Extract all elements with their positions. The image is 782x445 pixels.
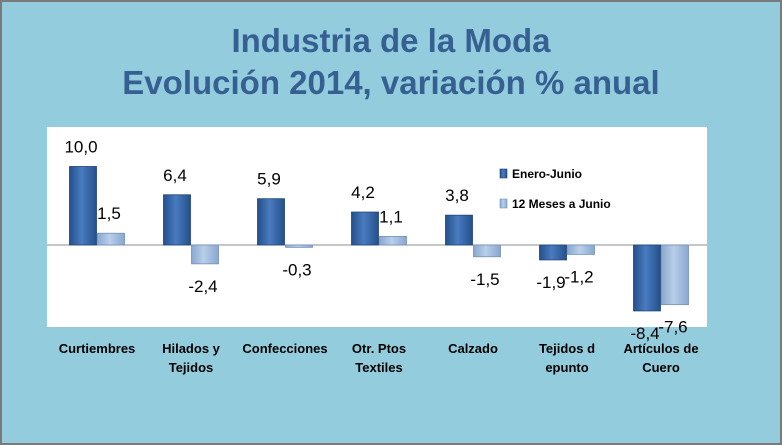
data-label-enero-junio: 5,9 xyxy=(257,170,281,189)
category-label: Calzado xyxy=(423,339,523,358)
legend-label: 12 Meses a Junio xyxy=(512,197,611,211)
category-label-line: epunto xyxy=(545,360,589,375)
bar-enero-junio xyxy=(351,211,379,246)
category-label: Otr. Ptos Textiles xyxy=(329,339,429,377)
category-label: Confecciones xyxy=(235,339,335,358)
bar-12-meses xyxy=(473,244,501,258)
bar-12-meses xyxy=(379,235,407,246)
bar-12-meses xyxy=(661,244,689,306)
category-label-line: Curtiembres xyxy=(58,341,136,356)
data-label-12-meses: 1,5 xyxy=(97,204,121,223)
category-label-line: Tejidos d xyxy=(538,341,596,356)
legend-swatch xyxy=(499,198,508,209)
category-label: Artículos de Cuero xyxy=(611,339,711,377)
category-label: Hilados y Tejidos xyxy=(141,339,241,377)
data-label-enero-junio: 10,0 xyxy=(64,138,97,157)
legend-swatch xyxy=(499,168,508,179)
data-label-enero-junio: -8,4 xyxy=(630,324,659,343)
data-label-enero-junio: -1,9 xyxy=(536,273,565,292)
bar-12-meses xyxy=(97,232,125,246)
data-label-12-meses: -0,3 xyxy=(282,260,311,279)
category-label-line: Textiles xyxy=(355,360,403,375)
data-label-12-meses: -1,5 xyxy=(470,270,499,289)
category-label: Curtiembres xyxy=(47,339,147,358)
category-label-line: Otr. Ptos xyxy=(351,341,407,356)
data-label-12-meses: -2,4 xyxy=(188,277,217,296)
data-label-enero-junio: 3,8 xyxy=(445,186,469,205)
chart-title-line-1: Industria de la Moda xyxy=(231,22,551,59)
category-label-line: Artículos de xyxy=(623,341,699,356)
category-label-line: Cuero xyxy=(642,360,680,375)
chart-title-line-2: Evolución 2014, variación % anual xyxy=(122,64,660,101)
legend-label: Enero-Junio xyxy=(512,167,582,181)
bar-enero-junio xyxy=(633,244,661,312)
category-label-line: Tejidos xyxy=(168,360,214,375)
bar-enero-junio xyxy=(69,166,97,246)
data-label-12-meses: -1,2 xyxy=(564,267,593,286)
category-label-line: Calzado xyxy=(448,341,498,356)
category-label: Tejidos d epunto xyxy=(517,339,617,377)
category-label-line: Confecciones xyxy=(242,341,328,356)
bar-enero-junio xyxy=(445,214,473,246)
data-label-12-meses: -7,6 xyxy=(658,318,687,337)
bar-12-meses xyxy=(191,244,219,265)
bar-enero-junio xyxy=(539,244,567,261)
bar-enero-junio xyxy=(163,194,191,246)
data-label-enero-junio: 4,2 xyxy=(351,183,375,202)
data-label-12-meses: 1,1 xyxy=(379,207,403,226)
bar-enero-junio xyxy=(257,198,285,246)
bar-12-meses xyxy=(567,244,595,255)
bar-12-meses xyxy=(285,244,313,248)
data-label-enero-junio: 6,4 xyxy=(163,166,187,185)
category-label-line: Hilados y xyxy=(162,341,220,356)
